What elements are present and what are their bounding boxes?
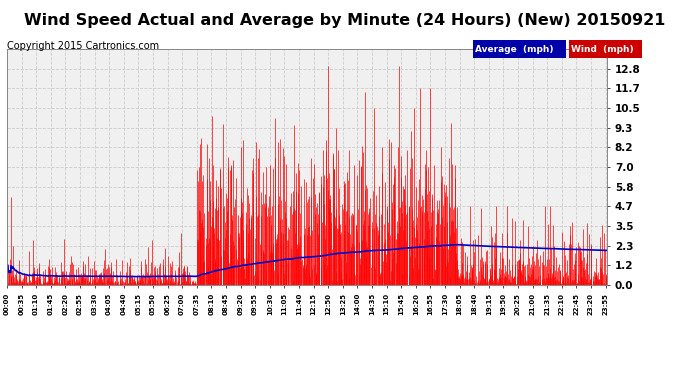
Text: Wind Speed Actual and Average by Minute (24 Hours) (New) 20150921: Wind Speed Actual and Average by Minute … <box>24 13 666 28</box>
Text: Wind  (mph): Wind (mph) <box>571 45 634 54</box>
Text: Average  (mph): Average (mph) <box>475 45 553 54</box>
Text: Copyright 2015 Cartronics.com: Copyright 2015 Cartronics.com <box>7 41 159 51</box>
